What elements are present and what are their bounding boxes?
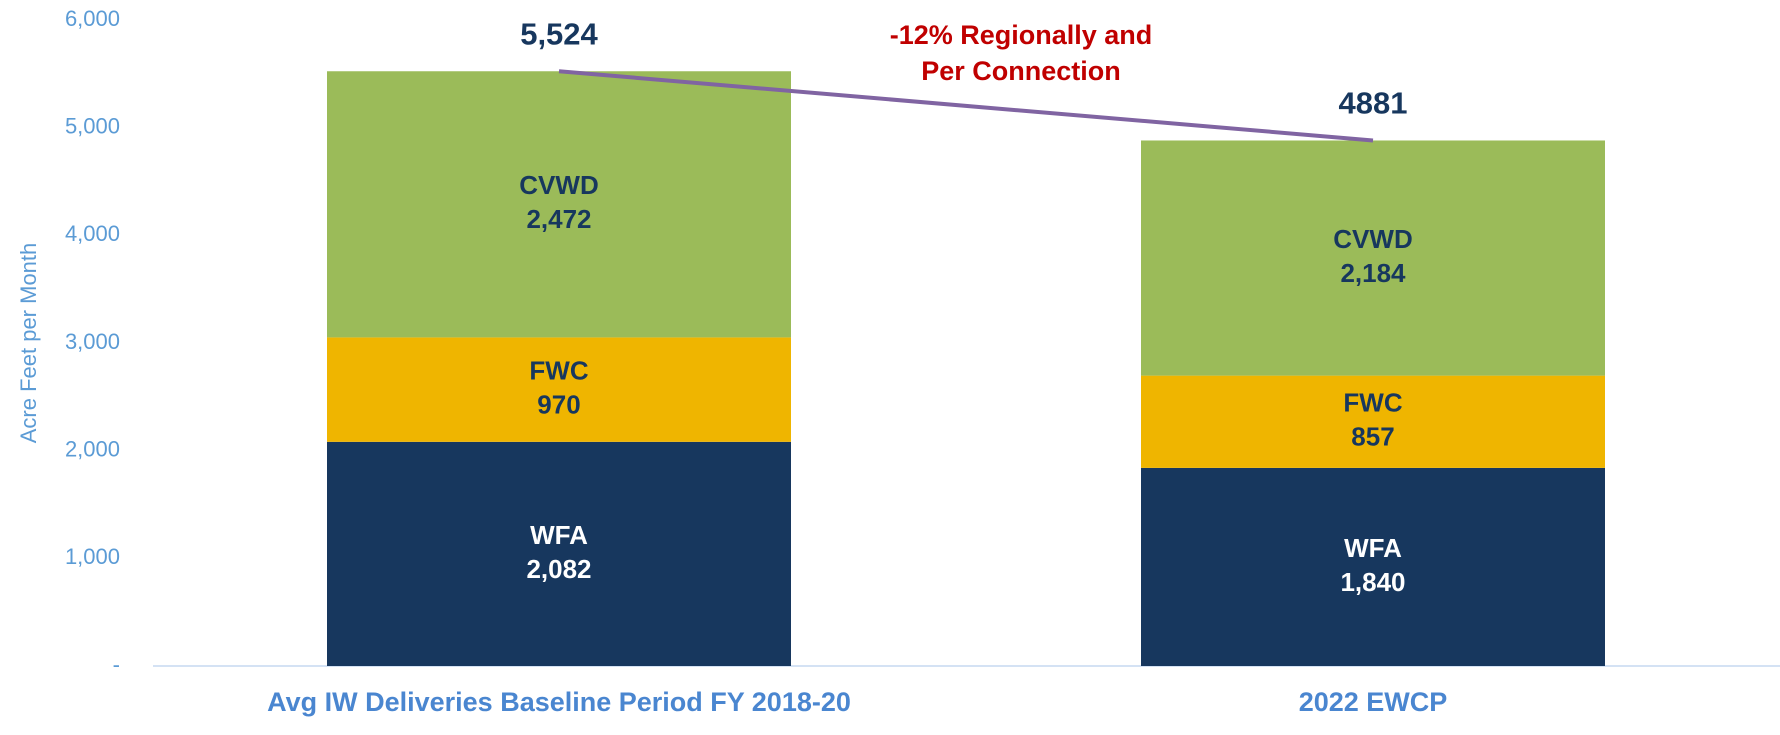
y-tick-label: -	[113, 652, 120, 677]
segment-value: 1,840	[1340, 567, 1405, 597]
segment-name: WFA	[530, 520, 588, 550]
bar-segment	[1141, 140, 1605, 376]
y-tick-label: 1,000	[65, 544, 120, 569]
x-tick-label: 2022 EWCP	[1299, 687, 1448, 717]
total-label: 4881	[1339, 86, 1408, 121]
y-tick-label: 2,000	[65, 436, 120, 461]
segment-value: 2,082	[526, 554, 591, 584]
y-tick-label: 5,000	[65, 113, 120, 138]
y-tick-label: 4,000	[65, 221, 120, 246]
y-tick-label: 3,000	[65, 329, 120, 354]
segment-value: 2,472	[526, 204, 591, 234]
segment-name: FWC	[529, 355, 588, 385]
segment-name: CVWD	[519, 170, 598, 200]
bar-segment	[1141, 375, 1605, 468]
segment-name: CVWD	[1333, 224, 1412, 254]
segment-value: 970	[537, 389, 580, 419]
segment-value: 857	[1351, 422, 1394, 452]
segment-value: 2,184	[1340, 258, 1406, 288]
bar-segment	[327, 441, 791, 666]
y-axis-label: Acre Feet per Month	[16, 243, 41, 444]
total-label: 5,524	[520, 16, 598, 51]
segment-name: WFA	[1344, 533, 1402, 563]
y-tick-label: 6,000	[65, 6, 120, 31]
x-tick-label: Avg IW Deliveries Baseline Period FY 201…	[267, 687, 851, 717]
bar-segment	[327, 337, 791, 442]
total-trend-line	[558, 69, 1374, 143]
bar-segment	[1141, 467, 1605, 666]
bar-segment	[327, 71, 791, 338]
annotation: Per Connection	[921, 56, 1121, 86]
segment-name: FWC	[1343, 388, 1402, 418]
annotation: -12% Regionally and	[890, 20, 1153, 50]
